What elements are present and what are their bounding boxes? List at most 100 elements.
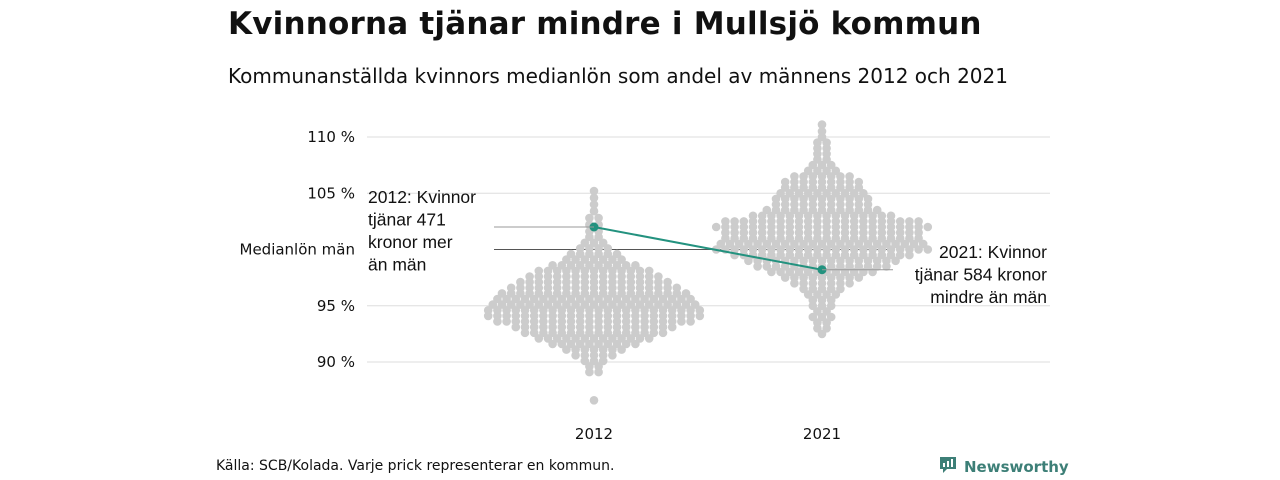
- municipality-dot: [594, 261, 603, 270]
- municipality-dot: [877, 211, 887, 221]
- municipality-dot: [483, 306, 493, 315]
- municipality-dot: [794, 189, 804, 198]
- annotation-2012-line: än män: [368, 255, 426, 275]
- newsworthy-logo-icon: [938, 455, 958, 479]
- municipality-dot: [863, 256, 873, 266]
- municipality-dot: [813, 166, 822, 176]
- municipality-dot: [803, 211, 813, 221]
- municipality-dot: [497, 289, 507, 298]
- municipality-dot: [640, 306, 649, 315]
- x-tick-label: 2012: [575, 425, 613, 443]
- municipality-dot: [817, 256, 827, 266]
- x-tick-label: 2021: [803, 425, 841, 443]
- municipality-dot: [566, 249, 576, 259]
- municipality-dot: [566, 306, 576, 315]
- municipality-dot: [748, 211, 758, 221]
- municipality-dot: [677, 306, 686, 315]
- municipality-dot: [502, 306, 511, 315]
- municipality-dot: [631, 306, 640, 315]
- brand-name: Newsworthy: [964, 458, 1069, 476]
- municipality-dot: [529, 306, 539, 315]
- municipality-dot: [644, 266, 654, 276]
- municipality-dot: [757, 211, 767, 221]
- municipality-dot: [589, 193, 599, 203]
- municipality-dot: [831, 211, 841, 221]
- municipality-dot: [822, 211, 831, 221]
- municipality-dot: [854, 177, 864, 187]
- axes: 90 % 95 % 105 % 110 % Medianlön män 2012 2021: [240, 128, 842, 443]
- municipality-dot: [836, 256, 845, 266]
- municipality-dot: [516, 277, 525, 287]
- municipality-dot: [767, 211, 776, 221]
- municipality-dot: [780, 177, 790, 187]
- municipality-dot: [762, 205, 772, 215]
- municipality-dot: [813, 189, 822, 198]
- highlight-series: [589, 222, 827, 275]
- municipality-dot: [859, 211, 868, 221]
- municipality-dot: [826, 256, 836, 266]
- municipality-dot: [612, 249, 622, 259]
- municipality-dot: [506, 283, 516, 293]
- municipality-dot: [895, 217, 905, 226]
- municipality-dot: [845, 172, 854, 181]
- municipality-dot: [575, 261, 585, 270]
- annotation-2021-line: 2021: Kvinnor: [939, 242, 1047, 262]
- municipality-dot: [891, 256, 900, 266]
- municipality-dot: [672, 283, 682, 293]
- municipality-dot: [803, 189, 813, 198]
- municipality-dot: [589, 396, 599, 405]
- municipality-dot: [681, 289, 691, 298]
- municipality-dot: [566, 261, 576, 270]
- municipality-dot: [822, 189, 831, 198]
- municipality-dot: [612, 306, 622, 315]
- municipality-dot: [803, 166, 813, 176]
- municipality-dot: [667, 306, 677, 315]
- municipality-dot: [905, 217, 914, 226]
- municipality-dot: [872, 256, 882, 266]
- y-tick-label: 95 %: [317, 297, 355, 315]
- municipality-dot: [886, 211, 896, 221]
- municipality-dot: [493, 306, 502, 315]
- municipality-dot: [548, 261, 557, 270]
- municipality-dot: [840, 189, 850, 198]
- municipality-dot: [776, 189, 785, 198]
- reference-line-label: Medianlön män: [240, 241, 356, 259]
- y-tick-label: 105 %: [307, 184, 355, 202]
- municipality-dot: [695, 306, 705, 315]
- municipality-dot: [585, 261, 594, 270]
- municipality-dot: [914, 217, 923, 226]
- annotation-2012-line: 2012: Kvinnor: [368, 187, 476, 207]
- municipality-dot: [711, 222, 721, 232]
- municipality-dot: [589, 206, 599, 216]
- municipality-dot: [776, 211, 785, 221]
- municipality-dot: [511, 306, 521, 315]
- municipality-dot: [663, 277, 672, 287]
- brand-logo[interactable]: Newsworthy: [938, 455, 1069, 479]
- municipality-dot: [882, 256, 891, 266]
- municipality-dot: [799, 256, 808, 266]
- municipality-dot: [658, 306, 668, 315]
- municipality-dot: [612, 261, 622, 270]
- municipality-dot: [534, 266, 544, 276]
- municipality-dot: [649, 306, 659, 315]
- municipality-dot: [557, 306, 567, 315]
- municipality-dot: [808, 256, 818, 266]
- annotation-2012-line: kronor mer: [368, 232, 453, 252]
- municipality-dot: [794, 211, 804, 221]
- municipality-dot: [739, 217, 749, 226]
- municipality-dot: [575, 306, 585, 315]
- municipality-dot: [859, 189, 868, 198]
- municipality-dot: [868, 211, 877, 221]
- municipality-dot: [525, 272, 534, 281]
- municipality-dot: [594, 306, 603, 315]
- municipality-dot: [603, 261, 613, 270]
- municipality-dot: [539, 306, 548, 315]
- municipality-dot: [721, 217, 730, 226]
- municipality-dot: [557, 261, 567, 270]
- municipality-dot: [822, 166, 831, 176]
- annotation-2021-line: mindre än män: [930, 287, 1047, 307]
- municipality-dot: [730, 217, 739, 226]
- municipality-dot: [785, 211, 795, 221]
- municipality-dot: [585, 306, 594, 315]
